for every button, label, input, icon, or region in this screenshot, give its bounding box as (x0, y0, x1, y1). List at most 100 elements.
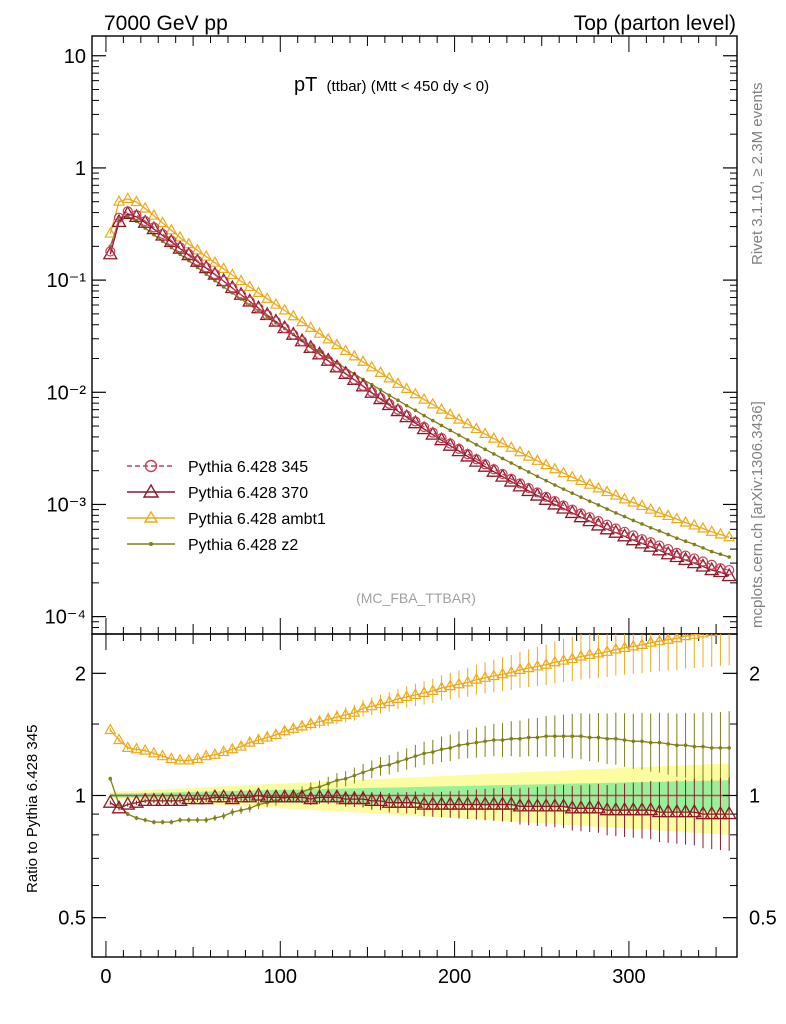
main-point-ambt1 (322, 332, 335, 344)
main-point-z2 (605, 507, 609, 511)
ratio-point-ambt1 (566, 652, 579, 664)
ratio-point-z2 (256, 802, 261, 807)
main-point-z2 (431, 418, 435, 423)
ratio-point-p370 (486, 796, 502, 810)
ratio-point-z2 (483, 739, 487, 744)
ratio-point-ambt1 (592, 646, 605, 658)
ratio-point-ambt1 (409, 688, 422, 699)
main-point-ambt1 (470, 422, 483, 434)
main-point-ambt1 (261, 292, 274, 303)
main-point-p345 (262, 309, 273, 320)
main-point-p345 (366, 386, 377, 397)
ratio-point-z2 (657, 740, 662, 745)
ratio-point-p370 (704, 805, 720, 820)
ratio-point-ambt1 (313, 714, 326, 726)
ratio-point-p370 (616, 801, 633, 816)
ratio-axis-label: Ratio to Pythia 6.428 345 (24, 725, 41, 893)
legend: Pythia 6.428 345 Pythia 6.428 370 Pythia… (127, 459, 326, 554)
ratio-point-p370 (285, 788, 301, 803)
main-point-z2 (526, 470, 531, 474)
main-point-ambt1 (104, 226, 117, 238)
ratio-point-z2 (343, 776, 348, 781)
main-point-ambt1 (313, 326, 326, 338)
ratio-point-ambt1 (531, 659, 544, 671)
ratio-point-ambt1 (435, 681, 448, 693)
main-point-z2 (483, 447, 487, 452)
ratio-point-z2 (152, 820, 156, 824)
main-point-z2 (509, 461, 514, 465)
main-point-p345 (140, 215, 151, 227)
main-point-p345 (227, 282, 238, 294)
main-point-p370 (338, 365, 354, 379)
main-point-p370 (137, 214, 153, 228)
ratio-point-p370 (634, 801, 650, 816)
ratio-point-p370 (521, 798, 537, 812)
main-point-p345 (724, 564, 735, 576)
ratio-point-p370 (224, 790, 240, 805)
main-point-p370 (181, 246, 197, 261)
ratio-y-tick-label-right: 1 (749, 786, 760, 808)
main-point-p370 (372, 390, 389, 405)
ratio-point-ambt1 (374, 697, 387, 709)
main-point-ambt1 (113, 194, 126, 206)
ratio-point-p370 (669, 803, 685, 818)
ratio-point-ambt1 (653, 634, 666, 646)
main-point-ambt1 (235, 274, 248, 286)
ratio-point-z2 (387, 763, 392, 767)
ratio-point-ambt1 (635, 638, 649, 650)
main-point-p345 (480, 459, 491, 470)
main-point-ambt1 (479, 427, 492, 439)
main-point-p345 (314, 348, 325, 360)
main-point-p345 (418, 421, 430, 433)
main-point-ambt1 (592, 481, 605, 493)
ratio-point-ambt1 (505, 665, 518, 677)
main-point-p345 (279, 322, 290, 334)
ratio-point-z2 (213, 816, 217, 820)
legend-label-z2: Pythia 6.428 z2 (188, 537, 298, 554)
ratio-point-ambt1 (688, 634, 701, 639)
ratio-point-p370 (128, 794, 145, 808)
ratio-point-p370 (494, 796, 511, 810)
main-point-z2 (640, 522, 644, 526)
main-point-p345 (244, 296, 255, 307)
ratio-point-z2 (439, 747, 444, 752)
ratio-point-p370 (381, 794, 397, 808)
ratio-point-p370 (277, 788, 293, 803)
ratio-point-z2 (622, 738, 627, 742)
ratio-y-tick-label-right: 0.5 (749, 908, 777, 930)
main-point-p345 (636, 534, 648, 545)
ratio-point-z2 (605, 736, 609, 741)
main-point-ambt1 (662, 509, 675, 521)
ratio-point-p370 (198, 790, 214, 805)
ratio-point-p370 (425, 796, 441, 810)
main-point-p370 (512, 478, 528, 492)
main-point-z2 (422, 413, 426, 418)
main-point-ambt1 (696, 521, 710, 533)
ratio-point-p370 (172, 792, 188, 807)
ratio-point-ambt1 (383, 695, 396, 707)
ratio-point-p370 (608, 801, 624, 816)
ratio-point-ambt1 (130, 742, 143, 754)
ratio-point-p370 (346, 790, 362, 805)
main-point-p345 (157, 228, 168, 240)
ratio-point-ambt1 (513, 663, 526, 674)
main-point-p345 (288, 329, 299, 340)
main-point-p345 (105, 246, 116, 257)
legend-item-ambt1: Pythia 6.428 ambt1 (127, 510, 326, 528)
ratio-point-z2 (579, 734, 583, 738)
ratio-point-ambt1 (391, 692, 404, 703)
ratio-point-p370 (137, 792, 153, 807)
ratio-point-ambt1 (200, 749, 213, 761)
ratio-point-ambt1 (487, 669, 500, 681)
ratio-point-ambt1 (400, 690, 413, 701)
main-point-p370 (172, 240, 188, 254)
main-point-p370 (102, 245, 118, 260)
ratio-point-ambt1 (287, 722, 300, 733)
ratio-point-ambt1 (627, 639, 640, 651)
ratio-point-z2 (544, 734, 548, 738)
ratio-point-ambt1 (557, 653, 570, 665)
main-point-p345 (506, 473, 517, 484)
main-point-ambt1 (147, 208, 160, 220)
main-point-z2 (579, 495, 583, 500)
